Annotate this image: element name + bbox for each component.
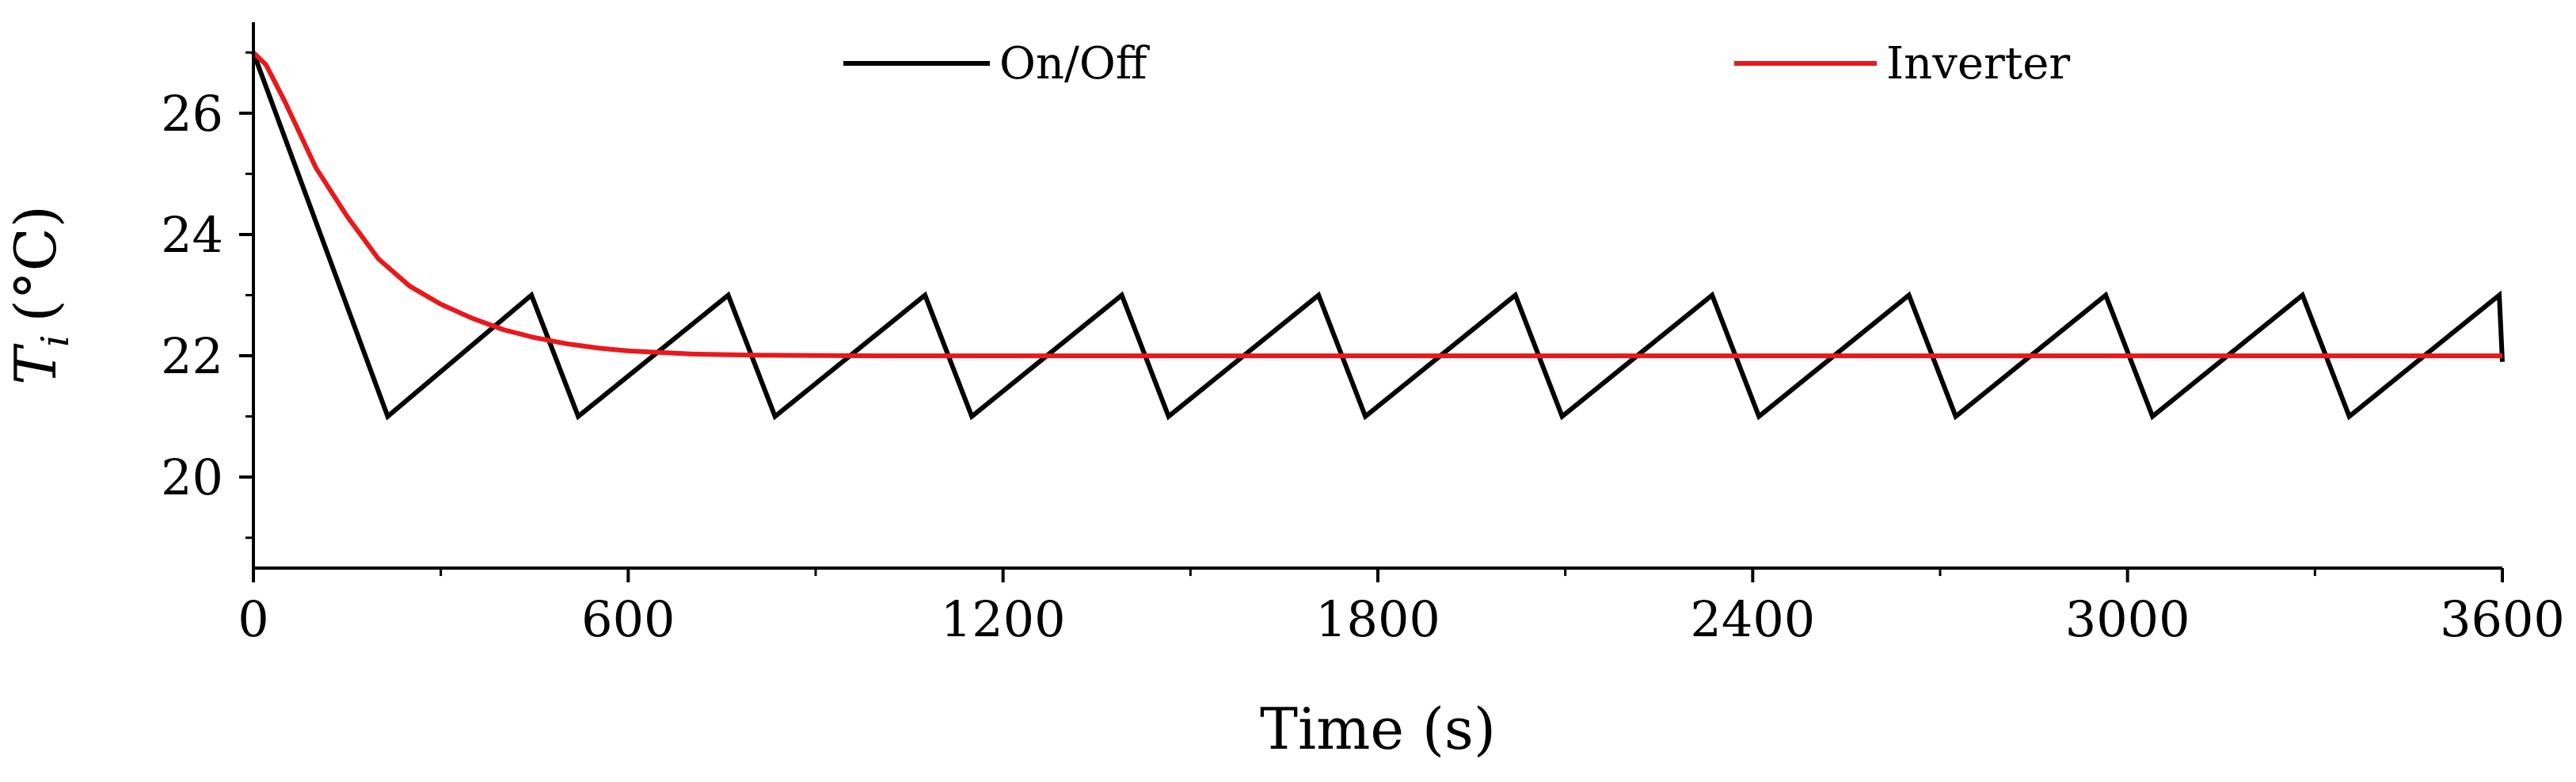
y-axis-subscript: i	[33, 334, 78, 346]
legend-label: Inverter	[1886, 38, 2070, 90]
y-axis-title: Ti (°C)	[2, 205, 78, 385]
x-tick-label: 1800	[1315, 590, 1440, 648]
legend: On/Off Inverter	[843, 38, 2070, 90]
x-axis-title: Time (s)	[1260, 696, 1496, 762]
y-axis-unit: (°C)	[2, 205, 69, 322]
x-tick-label: 2400	[1690, 590, 1815, 648]
plot-area	[251, 51, 2505, 421]
y-tick-label: 22	[161, 327, 223, 385]
series-line-inverter	[251, 51, 2502, 359]
y-tick-label: 26	[161, 85, 223, 143]
x-tick-label: 3600	[2440, 590, 2565, 648]
x-tick-label: 600	[581, 590, 675, 648]
x-tick-label: 3000	[2065, 590, 2190, 648]
series-line-on-off	[251, 51, 2505, 421]
y-axis-symbol: T	[2, 343, 69, 385]
legend-label: On/Off	[999, 38, 1151, 90]
axes: 0 600 1200 1800 2400 3000 3600 20 22 24 26	[161, 22, 2565, 648]
y-tick-label: 24	[161, 206, 223, 264]
y-tick-label: 20	[161, 448, 223, 506]
x-tick-label: 1200	[941, 590, 1066, 648]
x-tick-label: 0	[238, 590, 268, 648]
